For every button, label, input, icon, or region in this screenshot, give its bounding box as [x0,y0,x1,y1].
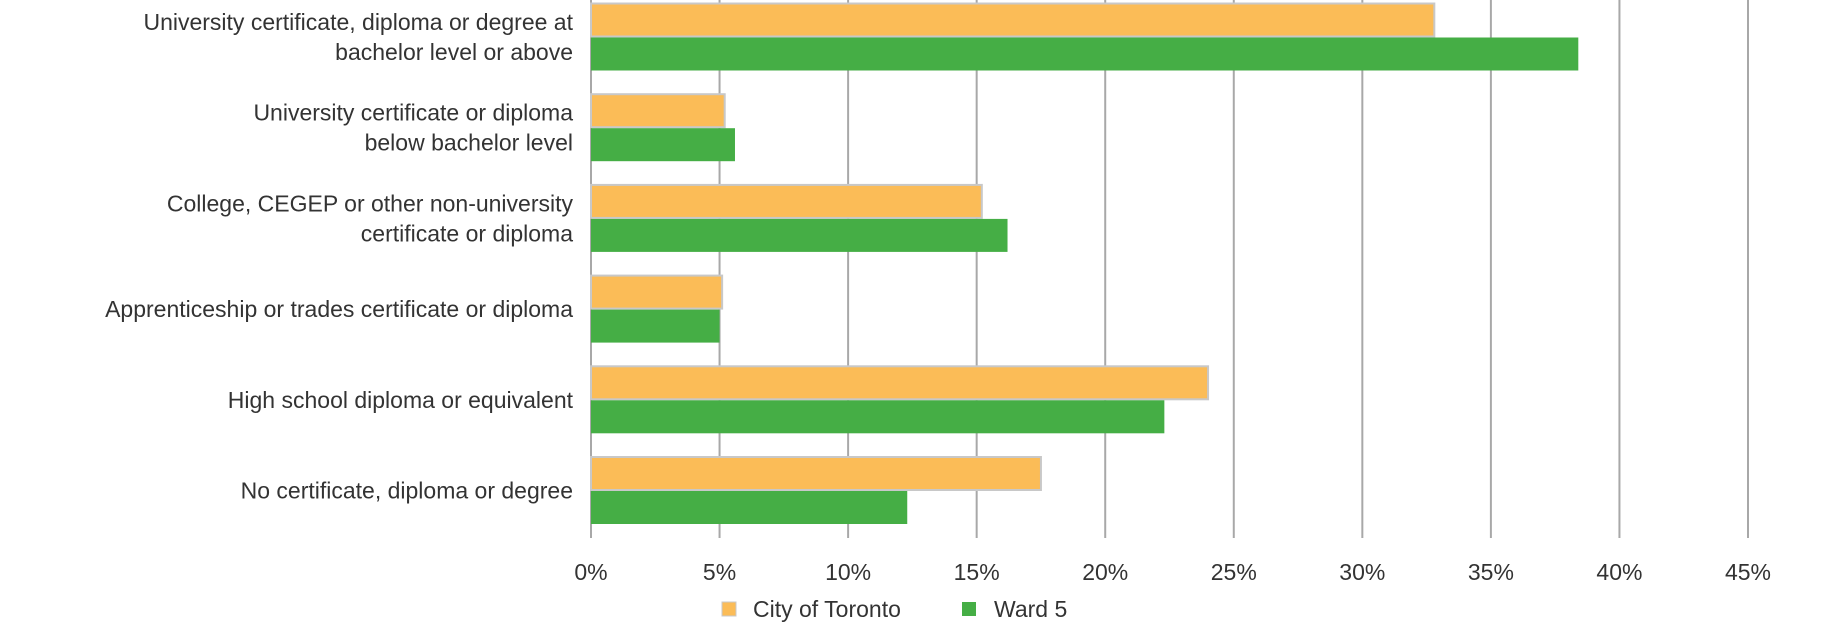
category-label: bachelor level or above [335,39,573,65]
x-axis-tick-labels: 0% 5% 10% 15% 20% 25% 30% 35% 40% 45% [574,559,1771,585]
bar-city-of-toronto [590,365,1210,401]
category-label: University certificate or diploma [253,100,573,126]
category-label: High school diploma or equivalent [228,387,574,413]
category-label: No certificate, diploma or degree [241,478,573,504]
category-label: College, CEGEP or other non-university [167,190,574,216]
legend-swatch-ward-5 [962,602,976,616]
x-tick-label: 45% [1725,559,1771,585]
category-label: below bachelor level [365,130,573,156]
bar-city-of-toronto [590,93,726,129]
x-tick-label: 30% [1339,559,1385,585]
legend: City of Toronto Ward 5 [721,596,1067,622]
legend-label: Ward 5 [994,596,1067,622]
bar-ward-5 [591,218,1008,252]
bars [590,2,1579,524]
bar-ward-5 [591,491,908,524]
x-tick-label: 15% [954,559,1000,585]
x-tick-label: 20% [1082,559,1128,585]
bar-ward-5 [591,309,720,343]
bar-city-of-toronto [590,2,1436,38]
legend-label: City of Toronto [753,596,901,622]
category-label: certificate or diploma [361,220,573,246]
x-tick-label: 5% [703,559,736,585]
x-tick-label: 25% [1211,559,1257,585]
x-tick-label: 0% [574,559,607,585]
x-tick-label: 10% [825,559,871,585]
bar-city-of-toronto [590,274,724,310]
x-tick-label: 35% [1468,559,1514,585]
bar-ward-5 [591,400,1165,434]
bar-city-of-toronto [590,456,1042,491]
x-tick-label: 40% [1596,559,1642,585]
bar-ward-5 [591,37,1579,71]
category-label: Apprenticeship or trades certificate or … [105,296,573,322]
category-labels: University certificate, diploma or degre… [105,9,574,504]
category-label: University certificate, diploma or degre… [143,9,573,35]
bar-ward-5 [591,128,735,162]
legend-swatch-city-of-toronto [721,601,737,617]
bar-city-of-toronto [590,183,983,219]
